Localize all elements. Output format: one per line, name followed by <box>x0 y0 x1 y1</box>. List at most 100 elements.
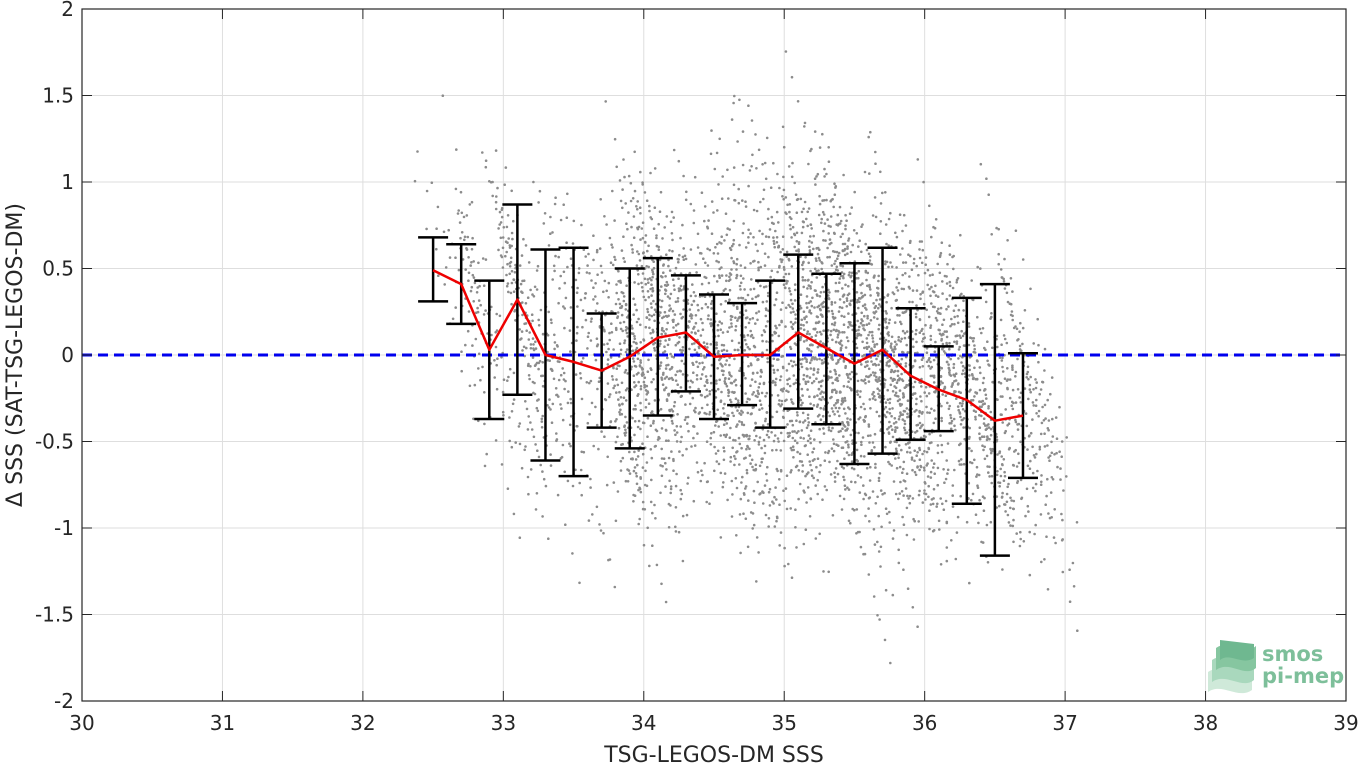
scatter-point <box>794 313 797 316</box>
scatter-point <box>728 436 732 440</box>
scatter-point <box>1061 570 1065 574</box>
scatter-point <box>836 213 840 217</box>
scatter-point <box>751 317 755 320</box>
scatter-point <box>676 257 680 261</box>
scatter-point <box>670 376 673 380</box>
scatter-point <box>974 415 977 419</box>
scatter-point <box>961 402 964 405</box>
scatter-point <box>956 321 960 325</box>
scatter-point <box>701 361 704 365</box>
scatter-point <box>608 331 611 335</box>
scatter-point <box>1017 461 1021 465</box>
scatter-point <box>1026 464 1030 468</box>
scatter-point <box>876 614 879 617</box>
scatter-point <box>722 481 725 484</box>
scatter-point <box>532 435 536 439</box>
scatter-point <box>665 328 668 331</box>
scatter-point <box>933 390 937 394</box>
scatter-point <box>737 436 741 440</box>
scatter-point <box>633 433 636 437</box>
scatter-point <box>685 513 689 517</box>
scatter-point <box>658 210 662 213</box>
scatter-point <box>828 238 832 241</box>
scatter-point <box>945 307 948 311</box>
scatter-point <box>869 288 872 291</box>
scatter-point <box>764 285 768 288</box>
scatter-point <box>821 498 824 502</box>
scatter-point <box>674 373 677 377</box>
scatter-point <box>816 492 819 496</box>
scatter-point <box>884 405 888 409</box>
scatter-point <box>873 432 877 436</box>
scatter-point <box>732 219 736 223</box>
scatter-point <box>764 395 767 398</box>
scatter-point <box>903 422 907 426</box>
scatter-point <box>454 306 458 309</box>
scatter-point <box>1039 388 1043 391</box>
scatter-point <box>628 450 631 454</box>
scatter-point <box>673 313 677 316</box>
scatter-point <box>798 420 802 424</box>
scatter-point <box>773 434 777 437</box>
scatter-point <box>784 487 788 490</box>
scatter-point <box>959 354 962 358</box>
scatter-point <box>988 465 991 469</box>
scatter-point <box>590 401 594 405</box>
scatter-point <box>921 327 924 331</box>
scatter-point <box>496 186 499 190</box>
scatter-point <box>831 197 834 201</box>
scatter-point <box>654 388 658 391</box>
scatter-point <box>689 313 693 316</box>
scatter-point <box>901 418 905 421</box>
scatter-point <box>636 200 639 203</box>
scatter-point <box>900 357 904 361</box>
scatter-point <box>574 373 578 376</box>
scatter-point <box>891 378 895 382</box>
scatter-point <box>762 188 766 192</box>
scatter-point <box>948 341 951 345</box>
scatter-point <box>534 340 537 344</box>
scatter-point <box>523 354 526 358</box>
scatter-point <box>997 252 1000 256</box>
scatter-point <box>903 336 907 340</box>
scatter-point <box>918 318 922 322</box>
scatter-point <box>537 324 541 327</box>
scatter-point <box>927 315 931 319</box>
scatter-point <box>785 255 788 258</box>
scatter-point <box>676 322 680 326</box>
scatter-point <box>771 333 774 337</box>
scatter-point <box>935 505 938 508</box>
scatter-point <box>483 422 486 426</box>
scatter-point <box>1016 388 1020 391</box>
scatter-point <box>891 428 894 432</box>
y-tick-label: 0 <box>61 343 74 367</box>
scatter-point <box>639 476 642 479</box>
scatter-point <box>1024 514 1027 518</box>
scatter-point <box>679 440 682 444</box>
scatter-point <box>894 447 898 451</box>
scatter-point <box>635 346 639 350</box>
scatter-point <box>982 435 986 439</box>
scatter-point <box>754 380 757 384</box>
scatter-point <box>763 264 767 267</box>
scatter-point <box>768 228 772 231</box>
scatter-point <box>756 318 759 322</box>
scatter-point <box>920 399 923 403</box>
scatter-point <box>613 585 617 589</box>
scatter-point <box>968 581 971 585</box>
scatter-point <box>672 318 675 322</box>
scatter-point <box>646 290 650 293</box>
scatter-point <box>675 431 679 434</box>
scatter-point <box>928 287 931 291</box>
scatter-point <box>624 428 627 432</box>
scatter-point <box>939 375 943 379</box>
scatter-point <box>1005 492 1009 496</box>
scatter-point <box>979 267 982 270</box>
scatter-point <box>829 215 833 218</box>
scatter-point <box>902 395 906 399</box>
scatter-point <box>617 298 620 301</box>
scatter-point <box>609 420 612 424</box>
scatter-point <box>600 430 603 433</box>
scatter-point <box>688 347 691 351</box>
scatter-point <box>1011 524 1015 528</box>
